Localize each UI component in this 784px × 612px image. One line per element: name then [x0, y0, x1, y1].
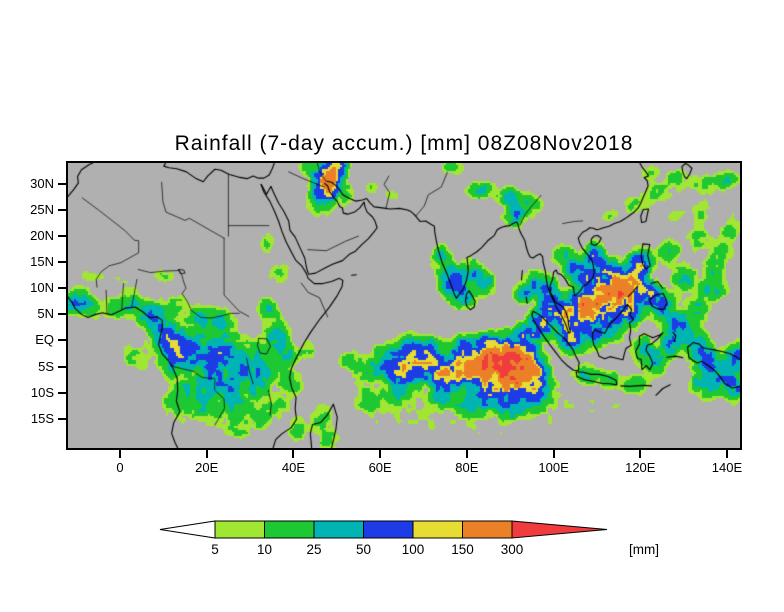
legend-tick-label: 300 [501, 542, 524, 557]
lat-tick-label: 5N [37, 306, 54, 322]
lon-tick-label: 100E [538, 460, 569, 475]
legend-tick-label: 50 [356, 542, 371, 557]
legend-tick-label: 10 [257, 542, 272, 557]
lat-tick-mark [58, 287, 66, 290]
lat-tick-mark [58, 417, 66, 420]
lon-tick-mark [205, 450, 208, 458]
legend-tick-label: 100 [402, 542, 425, 557]
rainfall-map-canvas [68, 163, 740, 448]
lat-tick-label: 20N [30, 228, 54, 244]
legend-segment [412, 520, 463, 539]
legend-segment [462, 520, 513, 539]
lon-tick-label: 120E [625, 460, 656, 475]
lat-tick-mark [58, 339, 66, 342]
lon-tick-mark [639, 450, 642, 458]
lat-tick-label: 30N [30, 175, 54, 191]
lon-tick-mark [465, 450, 468, 458]
lon-tick-label: 20E [195, 460, 219, 475]
lat-tick-label: 15S [30, 410, 54, 426]
lat-tick-mark [58, 208, 66, 211]
legend-tick-label: 5 [211, 542, 219, 557]
lat-tick-label: 25N [30, 201, 54, 217]
lat-tick-label: EQ [35, 332, 54, 348]
legend-arrow-above-max [511, 520, 608, 539]
legend-segment [264, 520, 315, 539]
map-frame [66, 161, 742, 450]
lat-tick-label: 15N [30, 254, 54, 270]
lat-tick-label: 10S [30, 384, 54, 400]
lat-tick-mark [58, 391, 66, 394]
lat-tick-mark [58, 313, 66, 316]
lon-tick-mark [552, 450, 555, 458]
lat-tick-mark [58, 235, 66, 238]
lon-tick-mark [119, 450, 122, 458]
lon-tick-label: 40E [281, 460, 305, 475]
lat-tick-mark [58, 365, 66, 368]
lat-tick-label: 5S [38, 358, 54, 374]
legend-segment [214, 520, 265, 539]
lon-tick-label: 80E [455, 460, 479, 475]
legend-arrow-below-min [159, 520, 216, 539]
legend-tick-label: 25 [306, 542, 321, 557]
lon-tick-mark [292, 450, 295, 458]
lon-tick-label: 0 [116, 460, 124, 475]
color-legend: 5 10 25 50 100 150 300 [mm] [159, 520, 659, 557]
legend-unit-label: [mm] [629, 542, 659, 557]
lon-tick-mark [379, 450, 382, 458]
legend-segment [363, 520, 414, 539]
legend-tick-label: 150 [451, 542, 474, 557]
legend-segment [313, 520, 364, 539]
lon-tick-label: 140E [711, 460, 743, 475]
lat-tick-mark [58, 182, 66, 185]
lat-tick-label: 10N [30, 280, 54, 296]
lon-tick-mark [725, 450, 728, 458]
lon-tick-label: 60E [368, 460, 392, 475]
lat-tick-mark [58, 261, 66, 264]
figure-title: Rainfall (7-day accum.) [mm] 08Z08Nov201… [174, 132, 634, 155]
